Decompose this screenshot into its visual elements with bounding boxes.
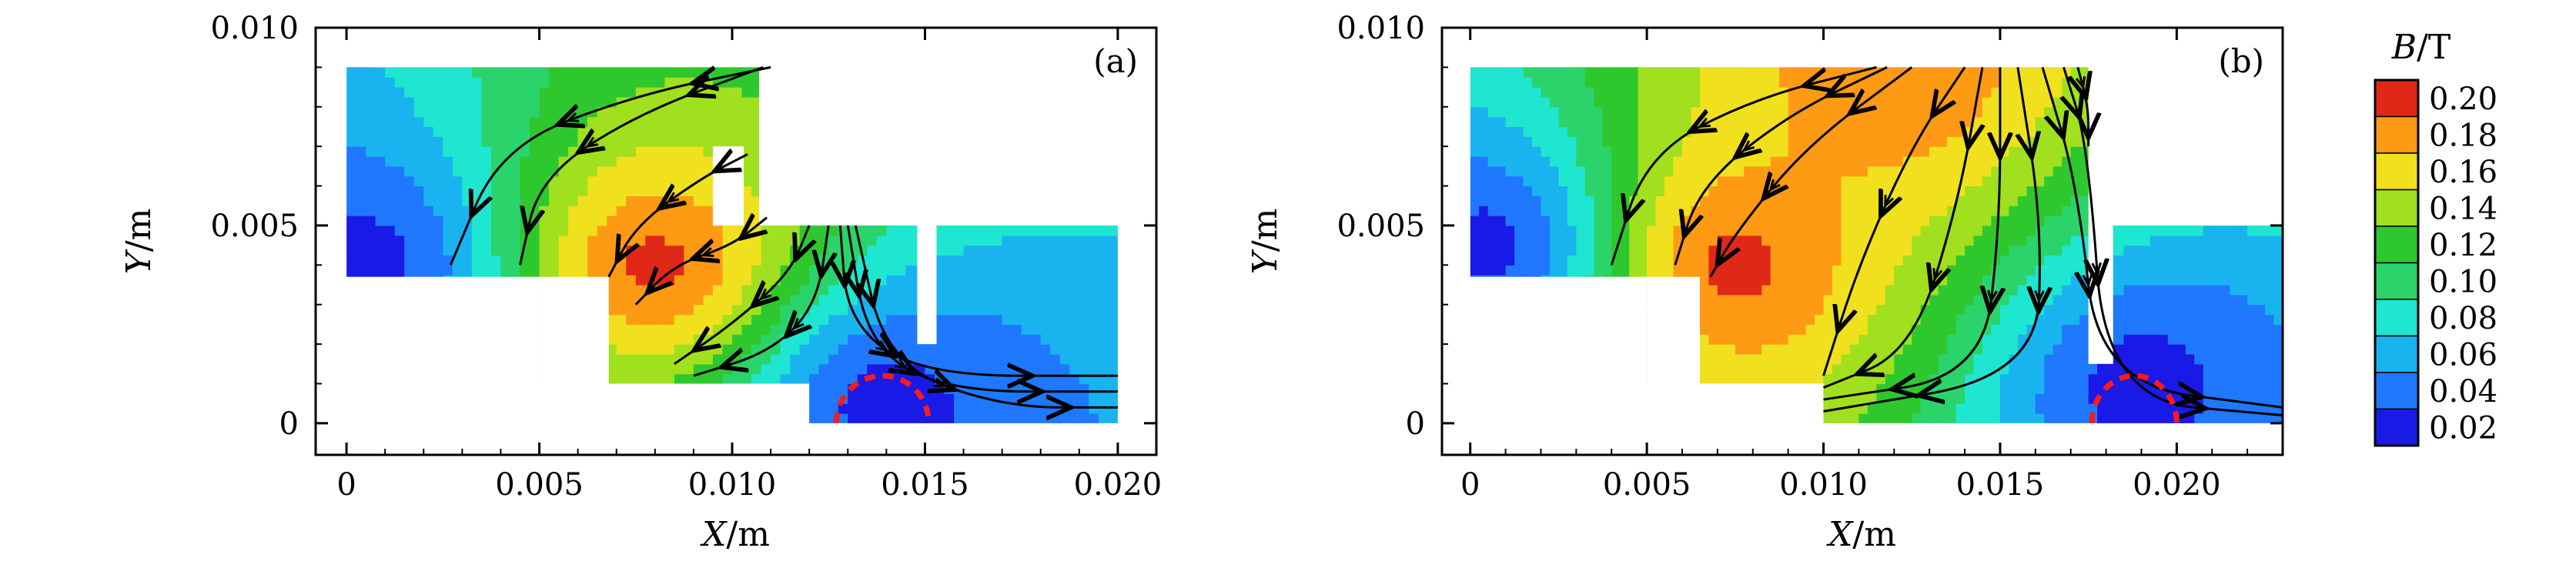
x-axis-title: X/m (1826, 515, 1896, 554)
colorbar-title-var: B (2391, 28, 2417, 67)
colorbar-label: 0.16 (2429, 155, 2497, 190)
panel-label: (a) (1093, 42, 1138, 80)
x-tick-label: 0.010 (1779, 467, 1868, 503)
colorbar-label: 0.06 (2429, 337, 2497, 373)
colorbar-label: 0.08 (2429, 301, 2497, 336)
colorbar-swatch (2374, 262, 2419, 300)
x-tick-label: 0.015 (1956, 467, 2045, 503)
colorbar-label: 0.04 (2429, 374, 2497, 409)
y-axis-title: Y/m (1246, 209, 1285, 275)
colorbar-label: 0.02 (2429, 410, 2497, 446)
y-tick-label: 0.005 (210, 209, 299, 244)
colorbar-swatch (2374, 335, 2419, 373)
geometry-hole (917, 225, 937, 345)
plot-frame (1440, 26, 2284, 456)
x-tick-label: 0.005 (495, 467, 584, 503)
x-tick-label: 0.005 (1603, 467, 1691, 503)
colorbar-label: 0.18 (2429, 118, 2497, 153)
streamline-arrow (666, 192, 680, 204)
x-tick-label: 0 (1460, 467, 1480, 503)
colorbar-frame (2374, 79, 2420, 447)
colorbar-swatch (2374, 152, 2419, 191)
dashed-semicircle (2089, 373, 2180, 423)
y-tick-label: 0.010 (210, 11, 299, 46)
panel-a: 0 0.005 0.010 0.015 0.020 0 0.005 0.010 X/m Y/m (a… (119, 11, 1162, 554)
x-tick-label: 0.020 (2133, 467, 2221, 503)
colorbar-label: 0.14 (2429, 191, 2497, 226)
dashed-semicircle (833, 373, 932, 423)
colorbar-swatch (2374, 299, 2419, 337)
x-tick-label: 0.010 (688, 467, 777, 503)
y-tick-label: 0.010 (1337, 11, 1425, 46)
streamline (519, 65, 764, 266)
field-region (346, 67, 1118, 423)
streamline-arrow (2034, 289, 2045, 304)
streamline-arrow (2091, 262, 2103, 276)
panel-b: 0 0.005 0.010 0.015 0.020 0 0.005 0.010 X/m Y/m (b… (1246, 11, 2284, 554)
streamline (1823, 67, 2040, 413)
geometry-hole (1470, 276, 1700, 384)
field-region (1470, 67, 2283, 423)
streamline-arrow (1768, 179, 1781, 192)
streamline-arrow (933, 377, 948, 388)
streamline (1709, 66, 1913, 278)
streamline-arrow (584, 136, 599, 149)
colorbar-swatch (2374, 408, 2419, 446)
colorbar-label: 0.12 (2429, 228, 2497, 263)
y-axis-title: Y/m (119, 209, 159, 275)
geometry-hole (346, 276, 609, 384)
plot-frame (314, 26, 1158, 456)
x-tick-label: 0.015 (881, 467, 969, 503)
streamline (854, 225, 1118, 407)
colorbar-swatch (2374, 189, 2419, 227)
y-tick-label: 0 (279, 406, 299, 442)
colorbar: B/T 0.200.180.160.140.120.100.080.060.04… (2374, 28, 2497, 447)
x-tick-label: 0.020 (1074, 467, 1163, 503)
colorbar-swatch (2374, 79, 2419, 118)
panel-label: (b) (2218, 42, 2264, 80)
streamline (607, 154, 748, 278)
streamline-arrow (791, 317, 805, 331)
colorbar-label: 0.20 (2429, 82, 2497, 117)
y-tick-label: 0.005 (1337, 209, 1425, 244)
geometry-hole (2088, 225, 2113, 364)
streamline-arrow (2075, 76, 2086, 90)
streamline (693, 225, 828, 377)
x-tick-label: 0 (336, 467, 356, 503)
colorbar-label: 0.10 (2429, 264, 2497, 299)
y-tick-label: 0 (1406, 406, 1425, 442)
colorbar-swatch (2374, 226, 2419, 264)
colorbar-swatch (2374, 372, 2419, 410)
x-axis-title: X/m (700, 515, 770, 554)
colorbar-title-unit: /T (2417, 28, 2451, 67)
colorbar-swatch (2374, 115, 2419, 154)
colorbar-title: B/T (2391, 28, 2451, 67)
